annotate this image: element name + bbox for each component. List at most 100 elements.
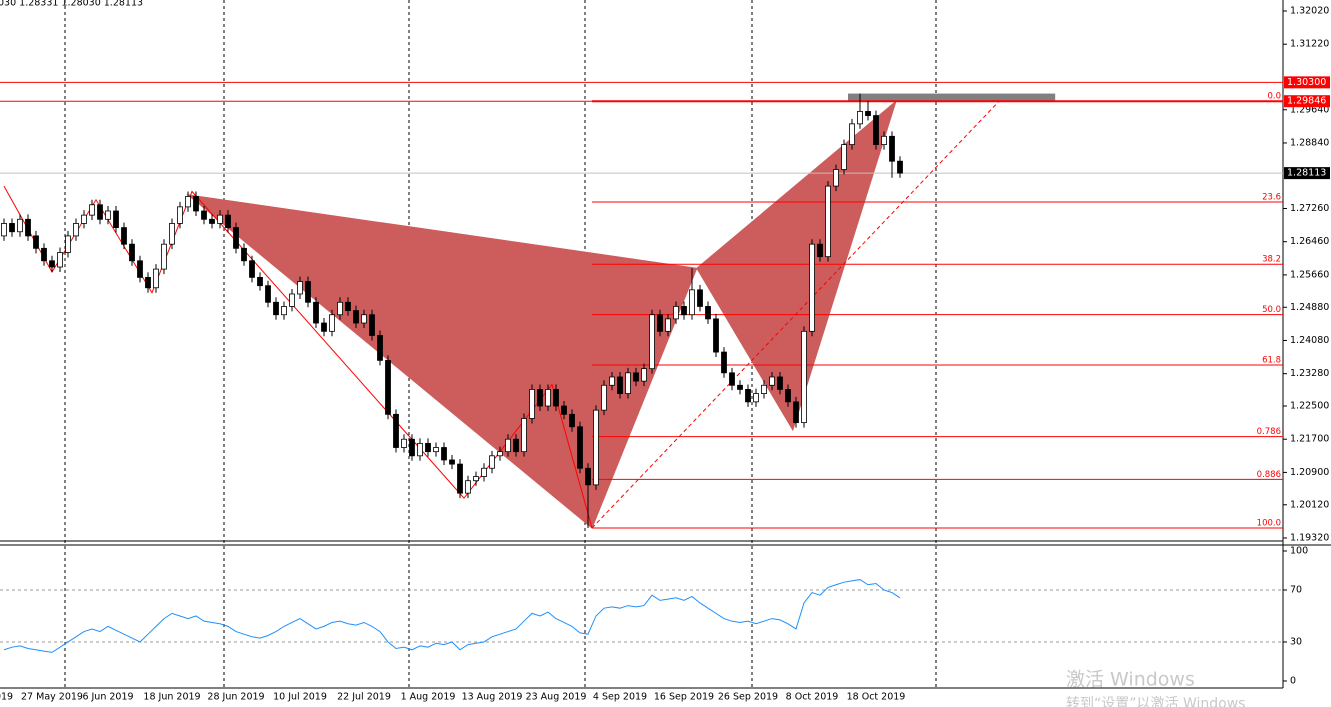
candle-body: [777, 376, 783, 390]
candle-body: [633, 372, 639, 382]
candle-body: [857, 111, 863, 125]
price-label: 1.30300: [1287, 77, 1326, 88]
y-tick-label: 1.22500: [1290, 401, 1329, 412]
price-label-box: [1284, 167, 1330, 180]
fib-label: 0.786: [1257, 427, 1281, 437]
candle-body: [289, 293, 295, 307]
candle-body: [729, 372, 735, 386]
fib-label: 100.0: [1257, 519, 1281, 529]
candle-body: [873, 115, 879, 146]
x-tick-label: 019: [0, 692, 13, 703]
candle-body: [897, 160, 903, 174]
candle-body: [841, 144, 847, 170]
candle-body: [369, 314, 375, 336]
candle-body: [657, 314, 663, 332]
y-tick-label: 1.29640: [1290, 104, 1329, 115]
candle-body: [225, 214, 231, 228]
x-tick-label: 23 Aug 2019: [526, 692, 587, 703]
x-tick-label: 18 Oct 2019: [847, 692, 906, 703]
candle-body: [121, 227, 127, 245]
candle-body: [33, 235, 39, 249]
fib-label: 0.886: [1257, 470, 1281, 480]
candle-body: [393, 413, 399, 448]
candle-body: [713, 318, 719, 353]
candle-body: [625, 372, 631, 394]
candle-body: [705, 306, 711, 320]
candle-body: [801, 330, 807, 424]
candle-body: [753, 393, 759, 403]
y-tick-label: 1.32020: [1290, 5, 1329, 16]
candle-body: [417, 442, 423, 457]
candle-body: [145, 276, 151, 289]
candle-body: [9, 223, 15, 233]
candle-body: [81, 214, 87, 224]
candle-body: [105, 210, 111, 220]
candle-body: [329, 314, 335, 332]
candle-body: [273, 301, 279, 316]
candle-body: [257, 276, 263, 287]
x-tick-label: 28 Jun 2019: [207, 692, 264, 703]
trend-line: [591, 99, 1001, 529]
watermark: 激活 Windows: [1066, 669, 1195, 691]
candle-body: [649, 314, 655, 370]
candle-body: [137, 260, 143, 278]
candle-body: [489, 455, 495, 469]
y-tick-label: 1.19320: [1290, 532, 1329, 543]
candle-body: [553, 389, 559, 407]
candle-body: [609, 376, 615, 386]
candle-body: [497, 451, 503, 457]
candle-body: [57, 252, 63, 268]
candle-body: [97, 204, 103, 220]
candle-body: [377, 335, 383, 361]
candle-body: [217, 214, 223, 224]
fib-label: 38.2: [1262, 255, 1281, 265]
x-tick-label: 4 Sep 2019: [593, 692, 647, 703]
candle-body: [385, 359, 391, 415]
x-tick-label: 16 Sep 2019: [654, 692, 714, 703]
y-tick-label: 1.28840: [1290, 137, 1329, 148]
candle-body: [881, 135, 887, 146]
x-tick-label: 6 Jun 2019: [82, 692, 133, 703]
x-tick-label: 13 Aug 2019: [462, 692, 523, 703]
candle-body: [241, 247, 247, 262]
candle-body: [449, 459, 455, 465]
candle-body: [465, 480, 471, 494]
candle-body: [577, 426, 583, 469]
candle-body: [89, 204, 95, 216]
candle-body: [401, 438, 407, 448]
y-tick-label: 1.20900: [1290, 467, 1329, 478]
candle-body: [201, 210, 207, 220]
candle-body: [761, 384, 767, 394]
candle-body: [161, 243, 167, 270]
y-tick-label: 30: [1290, 636, 1302, 647]
y-tick-label: 1.26460: [1290, 236, 1329, 247]
fib-label: 50.0: [1262, 305, 1281, 315]
candle-body: [529, 389, 535, 419]
candle-body: [785, 389, 791, 403]
candle-body: [673, 306, 679, 320]
y-tick-label: 100: [1290, 545, 1308, 556]
candle-body: [321, 322, 327, 332]
fib-label: 23.6: [1262, 192, 1281, 202]
candle-body: [305, 281, 311, 303]
y-tick-label: 1.23280: [1290, 368, 1329, 379]
candle-body: [833, 169, 839, 187]
candle-body: [545, 389, 551, 407]
candle-body: [353, 310, 359, 324]
candle-body: [129, 243, 135, 262]
candle-body: [793, 401, 799, 424]
candle-body: [825, 185, 831, 258]
x-tick-label: 22 Jul 2019: [337, 692, 391, 703]
candle-body: [73, 223, 79, 237]
candle-body: [265, 285, 271, 303]
x-tick-label: 1 Aug 2019: [401, 692, 456, 703]
candle-body: [169, 223, 175, 245]
candle-body: [281, 306, 287, 316]
x-tick-label: 10 Jul 2019: [273, 692, 327, 703]
price-label-box: [1284, 76, 1330, 89]
y-tick-label: 1.31220: [1290, 39, 1329, 50]
price-label: 1.28113: [1287, 168, 1326, 179]
y-tick-label: 1.24880: [1290, 302, 1329, 313]
